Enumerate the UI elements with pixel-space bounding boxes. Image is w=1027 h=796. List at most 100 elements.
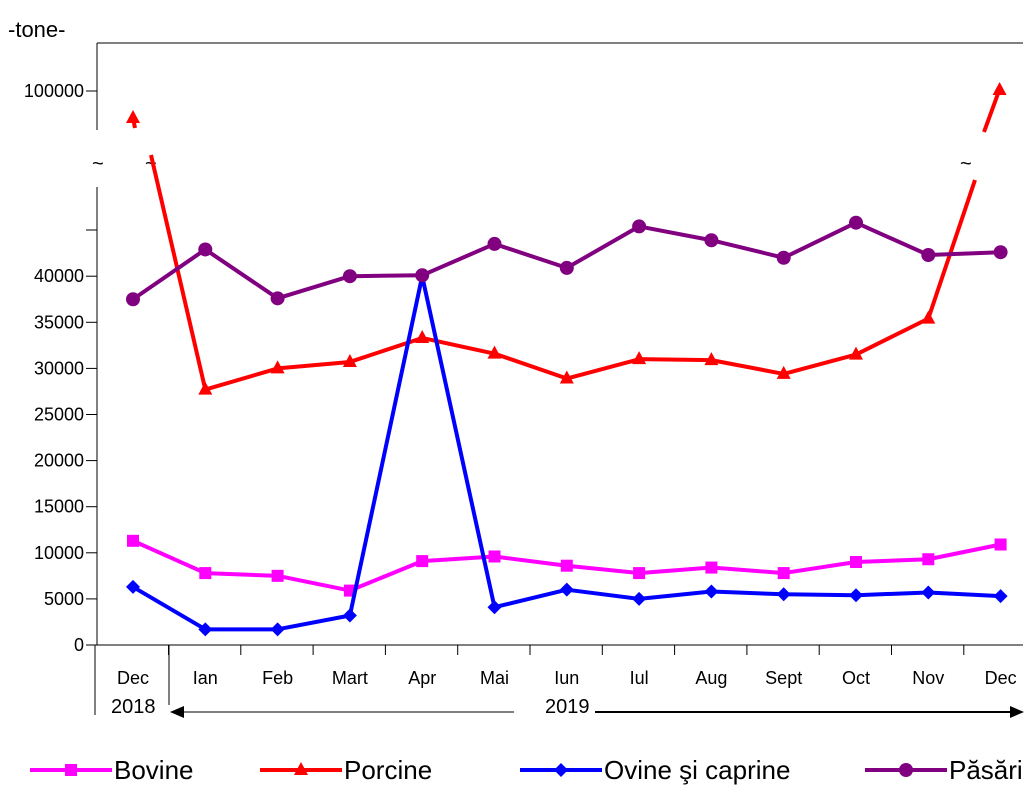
data-point-circle <box>487 236 502 251</box>
x-tick-label: Nov <box>912 668 944 688</box>
y-tick-label: 15000 <box>34 497 84 517</box>
series-line-offscale <box>149 154 208 391</box>
unit-label: -tone- <box>8 17 65 42</box>
year-arrow-left-head <box>170 706 184 718</box>
data-point-triangle <box>849 346 863 360</box>
x-tick-label: Iul <box>630 668 649 688</box>
data-point-square <box>705 561 718 574</box>
data-point-diamond <box>921 585 936 600</box>
legend: Bovine Porcine Ovine şi caprine Păsări <box>30 755 1023 785</box>
series-p-s-ri <box>126 215 1008 307</box>
axis-break-mark: ~ <box>960 153 972 175</box>
legend-label: Ovine şi caprine <box>604 755 790 785</box>
data-point-circle <box>415 268 430 283</box>
y-tick-label: 5000 <box>44 589 84 609</box>
legend-item: Bovine <box>30 755 194 785</box>
y-tick-label: 40000 <box>34 266 84 286</box>
series-layer <box>126 82 1008 637</box>
data-point-triangle <box>776 365 791 379</box>
x-tick-label: Oct <box>842 668 870 688</box>
data-point-circle <box>559 260 574 275</box>
data-point-diamond <box>342 608 357 623</box>
x-axis-ticks <box>168 645 965 655</box>
data-point-square <box>488 550 501 563</box>
legend-label: Porcine <box>344 755 432 785</box>
data-point-circle <box>993 245 1008 260</box>
x-tick-label: Aug <box>695 668 727 688</box>
legend-label: Bovine <box>114 755 194 785</box>
data-point-triangle <box>415 329 430 343</box>
legend-item: Păsări <box>865 755 1023 785</box>
axis-break-mark: ~ <box>145 153 157 175</box>
legend-item: Ovine şi caprine <box>520 755 790 785</box>
data-point-triangle <box>270 360 285 374</box>
data-point-diamond <box>554 763 568 777</box>
data-point-diamond <box>487 600 502 615</box>
data-point-circle <box>342 269 357 284</box>
data-point-square <box>922 553 935 566</box>
data-point-triangle <box>992 82 1007 95</box>
data-point-circle <box>921 247 936 262</box>
data-point-circle <box>899 763 913 777</box>
data-point-circle <box>849 215 863 230</box>
y-tick-label: 35000 <box>34 312 84 332</box>
data-point-square <box>416 555 429 568</box>
data-point-triangle <box>921 310 936 324</box>
y-tick-label: 30000 <box>34 358 84 378</box>
data-point-square <box>994 538 1007 551</box>
x-tick-label: Feb <box>262 668 293 688</box>
x-tick-label: Dec <box>985 668 1017 688</box>
data-point-square <box>777 567 790 580</box>
data-point-triangle <box>487 345 502 359</box>
data-point-circle <box>126 292 140 307</box>
data-point-square <box>271 569 284 582</box>
data-point-circle <box>632 219 647 234</box>
x-tick-label: Mai <box>480 668 509 688</box>
x-tick-label: Mart <box>332 668 368 688</box>
y-tick-label: 10000 <box>34 543 84 563</box>
x-tick-label: Apr <box>408 668 436 688</box>
y-tick-label: 25000 <box>34 405 84 425</box>
legend-label: Păsări <box>949 755 1023 785</box>
data-point-triangle <box>198 381 213 395</box>
data-point-square <box>633 567 646 580</box>
y-tick-label: 0 <box>74 635 84 655</box>
x-tick-label: Sept <box>765 668 802 688</box>
data-point-triangle <box>342 353 357 367</box>
data-point-circle <box>776 250 791 265</box>
data-point-square <box>560 559 573 572</box>
year-label-2019: 2019 <box>545 696 590 718</box>
data-point-diamond <box>559 582 574 597</box>
data-point-square <box>65 764 77 776</box>
data-point-triangle <box>126 110 140 123</box>
data-point-diamond <box>776 587 791 602</box>
x-tick-label: Dec <box>117 668 149 688</box>
x-tick-label: Iun <box>554 668 579 688</box>
series-line-offscale <box>982 91 1001 133</box>
y-tick-label: 20000 <box>34 451 84 471</box>
upper-y-tick-label: 100000 <box>24 81 84 101</box>
data-point-diamond <box>126 579 140 594</box>
data-point-triangle <box>632 351 647 365</box>
data-point-diamond <box>198 622 213 637</box>
legend-item: Porcine <box>260 755 432 785</box>
year-label-2018: 2018 <box>111 696 156 718</box>
data-point-square <box>127 534 139 547</box>
data-point-diamond <box>849 588 863 603</box>
data-point-circle <box>704 233 719 248</box>
data-point-triangle <box>704 352 719 366</box>
data-point-circle <box>198 242 213 257</box>
data-point-diamond <box>993 589 1008 604</box>
series-ovine-i-caprine <box>126 269 1008 637</box>
x-tick-label: Ian <box>193 668 218 688</box>
data-point-circle <box>270 291 285 306</box>
data-point-diamond <box>270 622 285 637</box>
year-arrow-right-head <box>1010 706 1024 718</box>
data-point-triangle <box>294 762 308 775</box>
data-point-diamond <box>632 591 647 606</box>
data-point-square <box>850 556 862 569</box>
data-point-diamond <box>704 584 719 599</box>
series-line-offscale <box>926 179 977 320</box>
